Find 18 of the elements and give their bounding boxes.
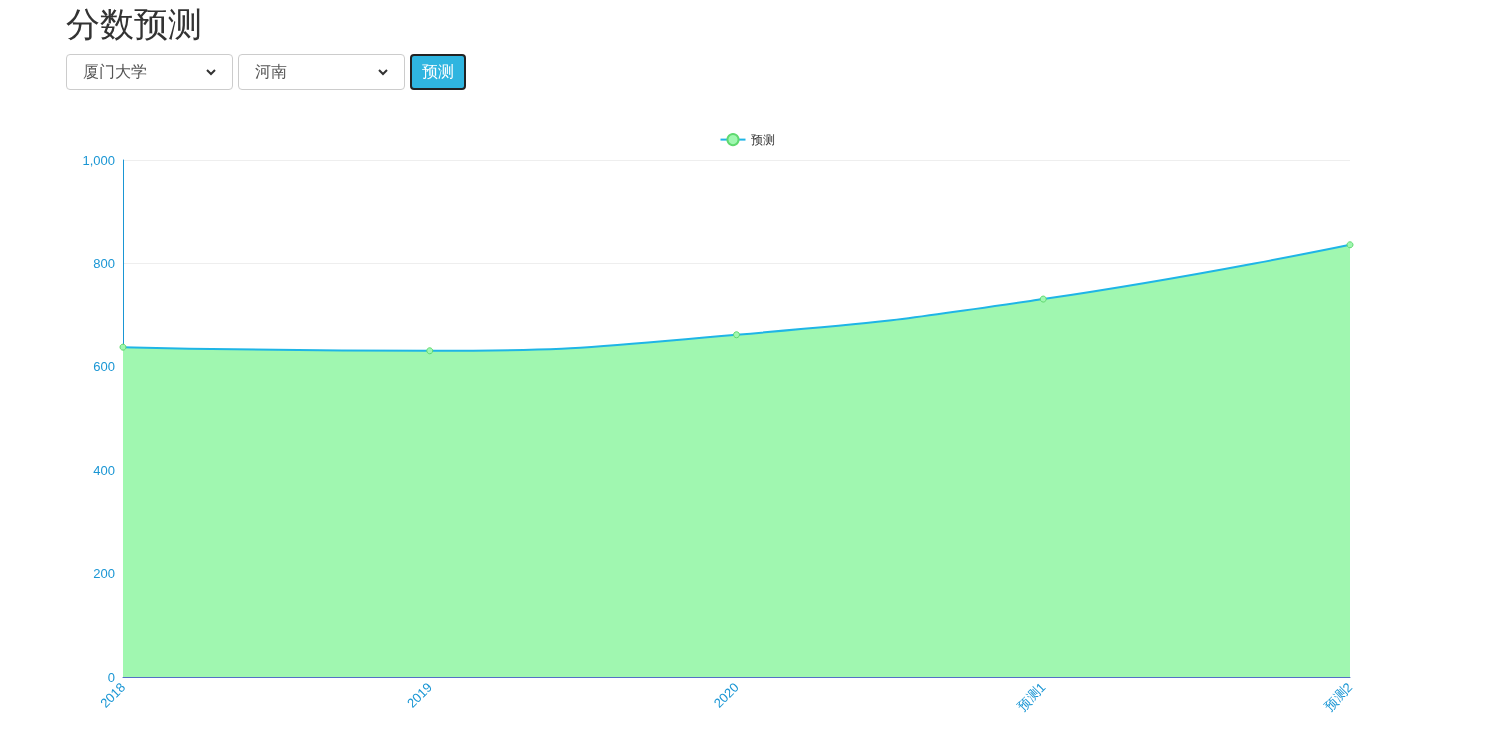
legend-label: 预测: [750, 132, 775, 147]
x-tick-label: 预测1: [1014, 679, 1049, 714]
y-tick-label: 1,000: [82, 152, 115, 168]
y-tick-label: 400: [93, 462, 115, 478]
y-tick-label: 600: [93, 359, 115, 375]
point: [1039, 295, 1047, 303]
chart-title: 分数预测: [66, 3, 202, 46]
text: 预测: [422, 61, 454, 83]
y-tick-label: 0: [107, 669, 115, 685]
y-tick-label: 200: [93, 566, 115, 582]
text: 厦门大学: [83, 61, 147, 83]
text: 河南: [255, 61, 287, 83]
point: [426, 347, 434, 355]
x-tick-label: 预测2: [1321, 679, 1356, 714]
y-tick-label: 800: [93, 255, 115, 271]
point: [1346, 241, 1354, 249]
point: [119, 343, 127, 351]
point: [733, 331, 740, 339]
